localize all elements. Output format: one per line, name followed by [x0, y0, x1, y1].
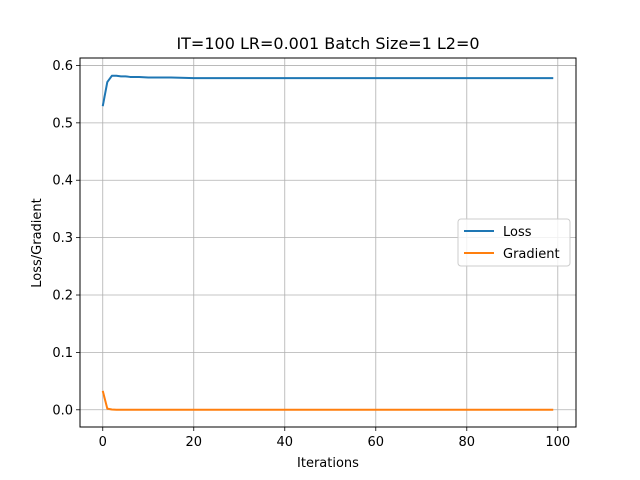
x-tick-label: 80: [459, 435, 476, 450]
y-tick-label: 0.5: [52, 116, 73, 131]
legend: Loss Gradient: [457, 218, 571, 267]
x-axis-title: Iterations: [297, 456, 359, 471]
x-tick-label: 40: [276, 435, 293, 450]
y-tick-label: 0.0: [52, 403, 73, 418]
legend-label-gradient: Gradient: [503, 247, 560, 262]
legend-label-loss: Loss: [503, 225, 532, 240]
y-tick-label: 0.6: [52, 59, 73, 74]
x-tick-label: 60: [368, 435, 385, 450]
y-tick-label: 0.1: [52, 346, 73, 361]
x-tick-label: 100: [545, 435, 570, 450]
chart-title: IT=100 LR=0.001 Batch Size=1 L2=0: [176, 34, 479, 53]
x-tick-label: 20: [185, 435, 202, 450]
x-tick-label: 0: [99, 435, 107, 450]
y-tick-label: 0.4: [52, 174, 73, 189]
series-line-loss: [101, 74, 554, 107]
y-tick-label: 0.3: [52, 231, 73, 246]
x-axis: 0 20 40 60 80 100: [99, 427, 570, 450]
plot-frame: [79, 57, 577, 428]
series-line-gradient: [101, 390, 554, 411]
y-axis-title: Loss/Gradient: [30, 198, 45, 287]
plot-lines: [101, 74, 554, 411]
y-tick-label: 0.2: [52, 289, 73, 304]
y-axis: 0.0 0.1 0.2 0.3 0.4 0.5 0.6: [52, 59, 80, 418]
